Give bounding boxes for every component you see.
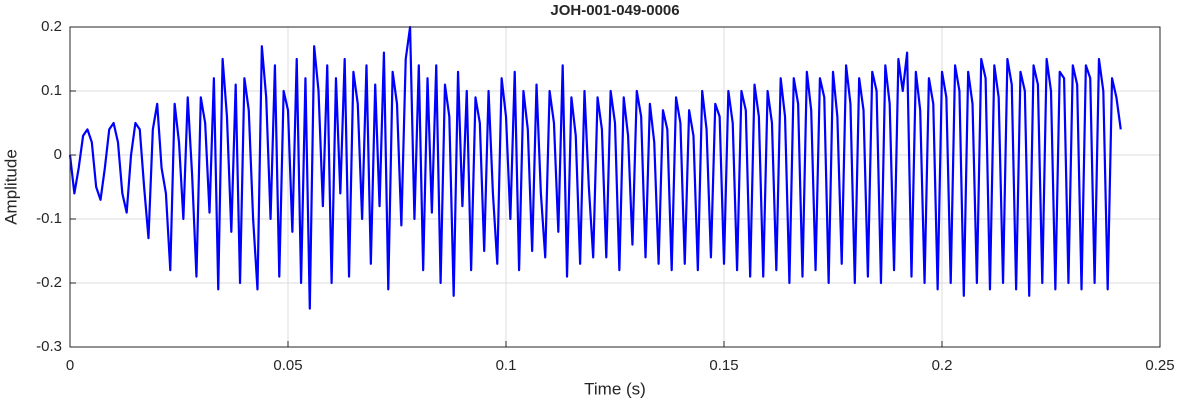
waveform-line [68, 25, 1122, 310]
x-tick-label: 0.15 [709, 357, 738, 374]
x-tick-label: 0.05 [273, 357, 302, 374]
x-tick-label: 0 [66, 357, 74, 374]
x-tick-label: 0.25 [1145, 357, 1174, 374]
y-tick-label: -0.1 [36, 210, 62, 227]
plot-frame [69, 26, 1161, 348]
chart-title: JOH-001-049-0006 [550, 2, 679, 19]
x-axis-label: Time (s) [584, 379, 646, 398]
y-axis-label: Amplitude [1, 149, 20, 225]
y-tick-label: 0.2 [41, 18, 62, 35]
y-tick-label: 0.1 [41, 82, 62, 99]
y-tick-label: 0 [54, 146, 62, 163]
x-tick-label: 0.2 [932, 357, 953, 374]
y-tick-label: -0.2 [36, 274, 62, 291]
y-tick-label: -0.3 [36, 338, 62, 355]
x-tick-label: 0.1 [496, 357, 517, 374]
